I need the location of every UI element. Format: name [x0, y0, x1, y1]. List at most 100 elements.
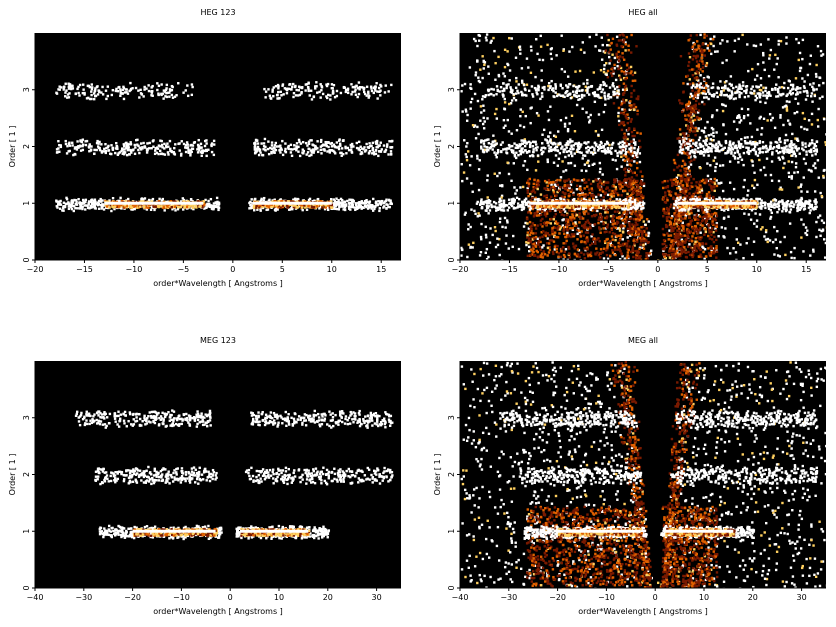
- streak-pixel: [633, 156, 636, 159]
- streak-pixel: [687, 177, 691, 180]
- scatter-pixel: [777, 156, 780, 160]
- streak-pixel: [688, 68, 691, 72]
- peak-core: [252, 201, 332, 205]
- scatter-pixel: [746, 43, 749, 46]
- band-pixel: [366, 204, 370, 207]
- halo-pixel: [553, 245, 557, 248]
- scatter-pixel: [563, 70, 567, 73]
- halo-pixel: [628, 189, 631, 192]
- streak-pixel: [634, 229, 638, 232]
- band-pixel: [273, 144, 277, 147]
- band-pixel: [378, 144, 381, 147]
- scatter-pixel: [512, 234, 515, 238]
- band-pixel: [126, 92, 130, 95]
- streak-pixel: [629, 65, 633, 69]
- streak-pixel: [693, 94, 697, 97]
- halo-pixel: [539, 240, 542, 244]
- streak-pixel: [629, 140, 633, 143]
- halo-pixel: [594, 242, 597, 245]
- band-pixel: [151, 89, 154, 93]
- scatter-pixel: [489, 227, 492, 230]
- halo-pixel: [578, 215, 581, 218]
- streak-pixel: [632, 218, 636, 221]
- band-pixel: [304, 89, 307, 92]
- scatter-pixel: [587, 116, 590, 119]
- scatter-pixel: [552, 134, 556, 137]
- streak-pixel: [630, 159, 633, 162]
- streak-pixel: [637, 228, 641, 231]
- scatter-pixel: [478, 214, 481, 217]
- band-pixel: [370, 87, 373, 90]
- band-pixel: [205, 142, 208, 145]
- peak-pixel: [315, 205, 319, 208]
- streak-pixel: [698, 59, 702, 63]
- halo-pixel: [574, 244, 578, 247]
- band-pixel: [364, 149, 368, 152]
- band-pixel: [339, 144, 342, 147]
- streak-pixel: [632, 225, 635, 228]
- halo-pixel: [565, 179, 569, 182]
- band-pixel: [64, 82, 67, 85]
- scatter-pixel: [796, 171, 800, 174]
- scatter-pixel: [470, 97, 474, 101]
- halo-pixel: [583, 240, 586, 244]
- streak-pixel: [625, 64, 629, 67]
- band-pixel: [323, 207, 327, 211]
- scatter-pixel: [647, 254, 650, 257]
- band-pixel: [389, 201, 393, 205]
- band-pixel: [335, 94, 339, 98]
- scatter-pixel: [759, 100, 762, 104]
- band-pixel: [307, 82, 310, 85]
- scatter-pixel: [816, 125, 820, 128]
- streak-pixel: [625, 142, 629, 145]
- band-pixel: [81, 198, 85, 202]
- halo-pixel: [584, 195, 587, 198]
- scatter-pixel: [617, 111, 620, 115]
- band-pixel: [58, 207, 62, 210]
- scatter-pixel: [498, 171, 501, 175]
- scatter-pixel: [566, 231, 569, 235]
- band-pixel: [311, 150, 314, 154]
- scatter-pixel: [696, 129, 699, 133]
- band-pixel: [136, 138, 139, 142]
- scatter-pixel: [479, 105, 483, 108]
- streak-pixel: [700, 56, 704, 60]
- peak-pixel: [279, 203, 283, 207]
- peak-pixel: [177, 204, 180, 207]
- halo-pixel: [629, 250, 633, 254]
- scatter-pixel: [729, 75, 733, 78]
- scatter-pixel: [766, 237, 770, 241]
- band-pixel: [329, 198, 333, 201]
- scatter-pixel: [546, 158, 549, 161]
- scatter-pixel: [704, 42, 708, 46]
- halo-pixel: [637, 251, 641, 254]
- band-pixel: [81, 91, 85, 95]
- halo-pixel: [552, 226, 556, 229]
- band-pixel: [170, 150, 174, 154]
- halo-pixel: [605, 253, 609, 257]
- band-pixel: [73, 205, 76, 208]
- scatter-pixel: [785, 94, 788, 98]
- streak-pixel: [623, 70, 626, 74]
- streak-pixel: [631, 73, 635, 77]
- streak-pixel: [694, 103, 697, 107]
- scatter-pixel: [753, 178, 757, 182]
- scatter-pixel: [815, 235, 818, 239]
- scatter-pixel: [787, 171, 791, 175]
- band-pixel: [260, 197, 263, 201]
- band-pixel: [196, 143, 200, 147]
- band-pixel: [255, 138, 258, 142]
- halo-pixel: [532, 182, 536, 186]
- peak-pixel: [284, 199, 287, 203]
- band-pixel: [310, 98, 314, 101]
- scatter-pixel: [686, 82, 689, 86]
- band-pixel: [57, 88, 60, 91]
- peak-pixel: [186, 200, 190, 203]
- scatter-pixel: [492, 134, 495, 137]
- scatter-pixel: [699, 33, 702, 37]
- band-pixel: [58, 150, 61, 154]
- streak-pixel: [701, 66, 705, 69]
- band-pixel: [64, 139, 67, 143]
- scatter-pixel: [525, 83, 529, 86]
